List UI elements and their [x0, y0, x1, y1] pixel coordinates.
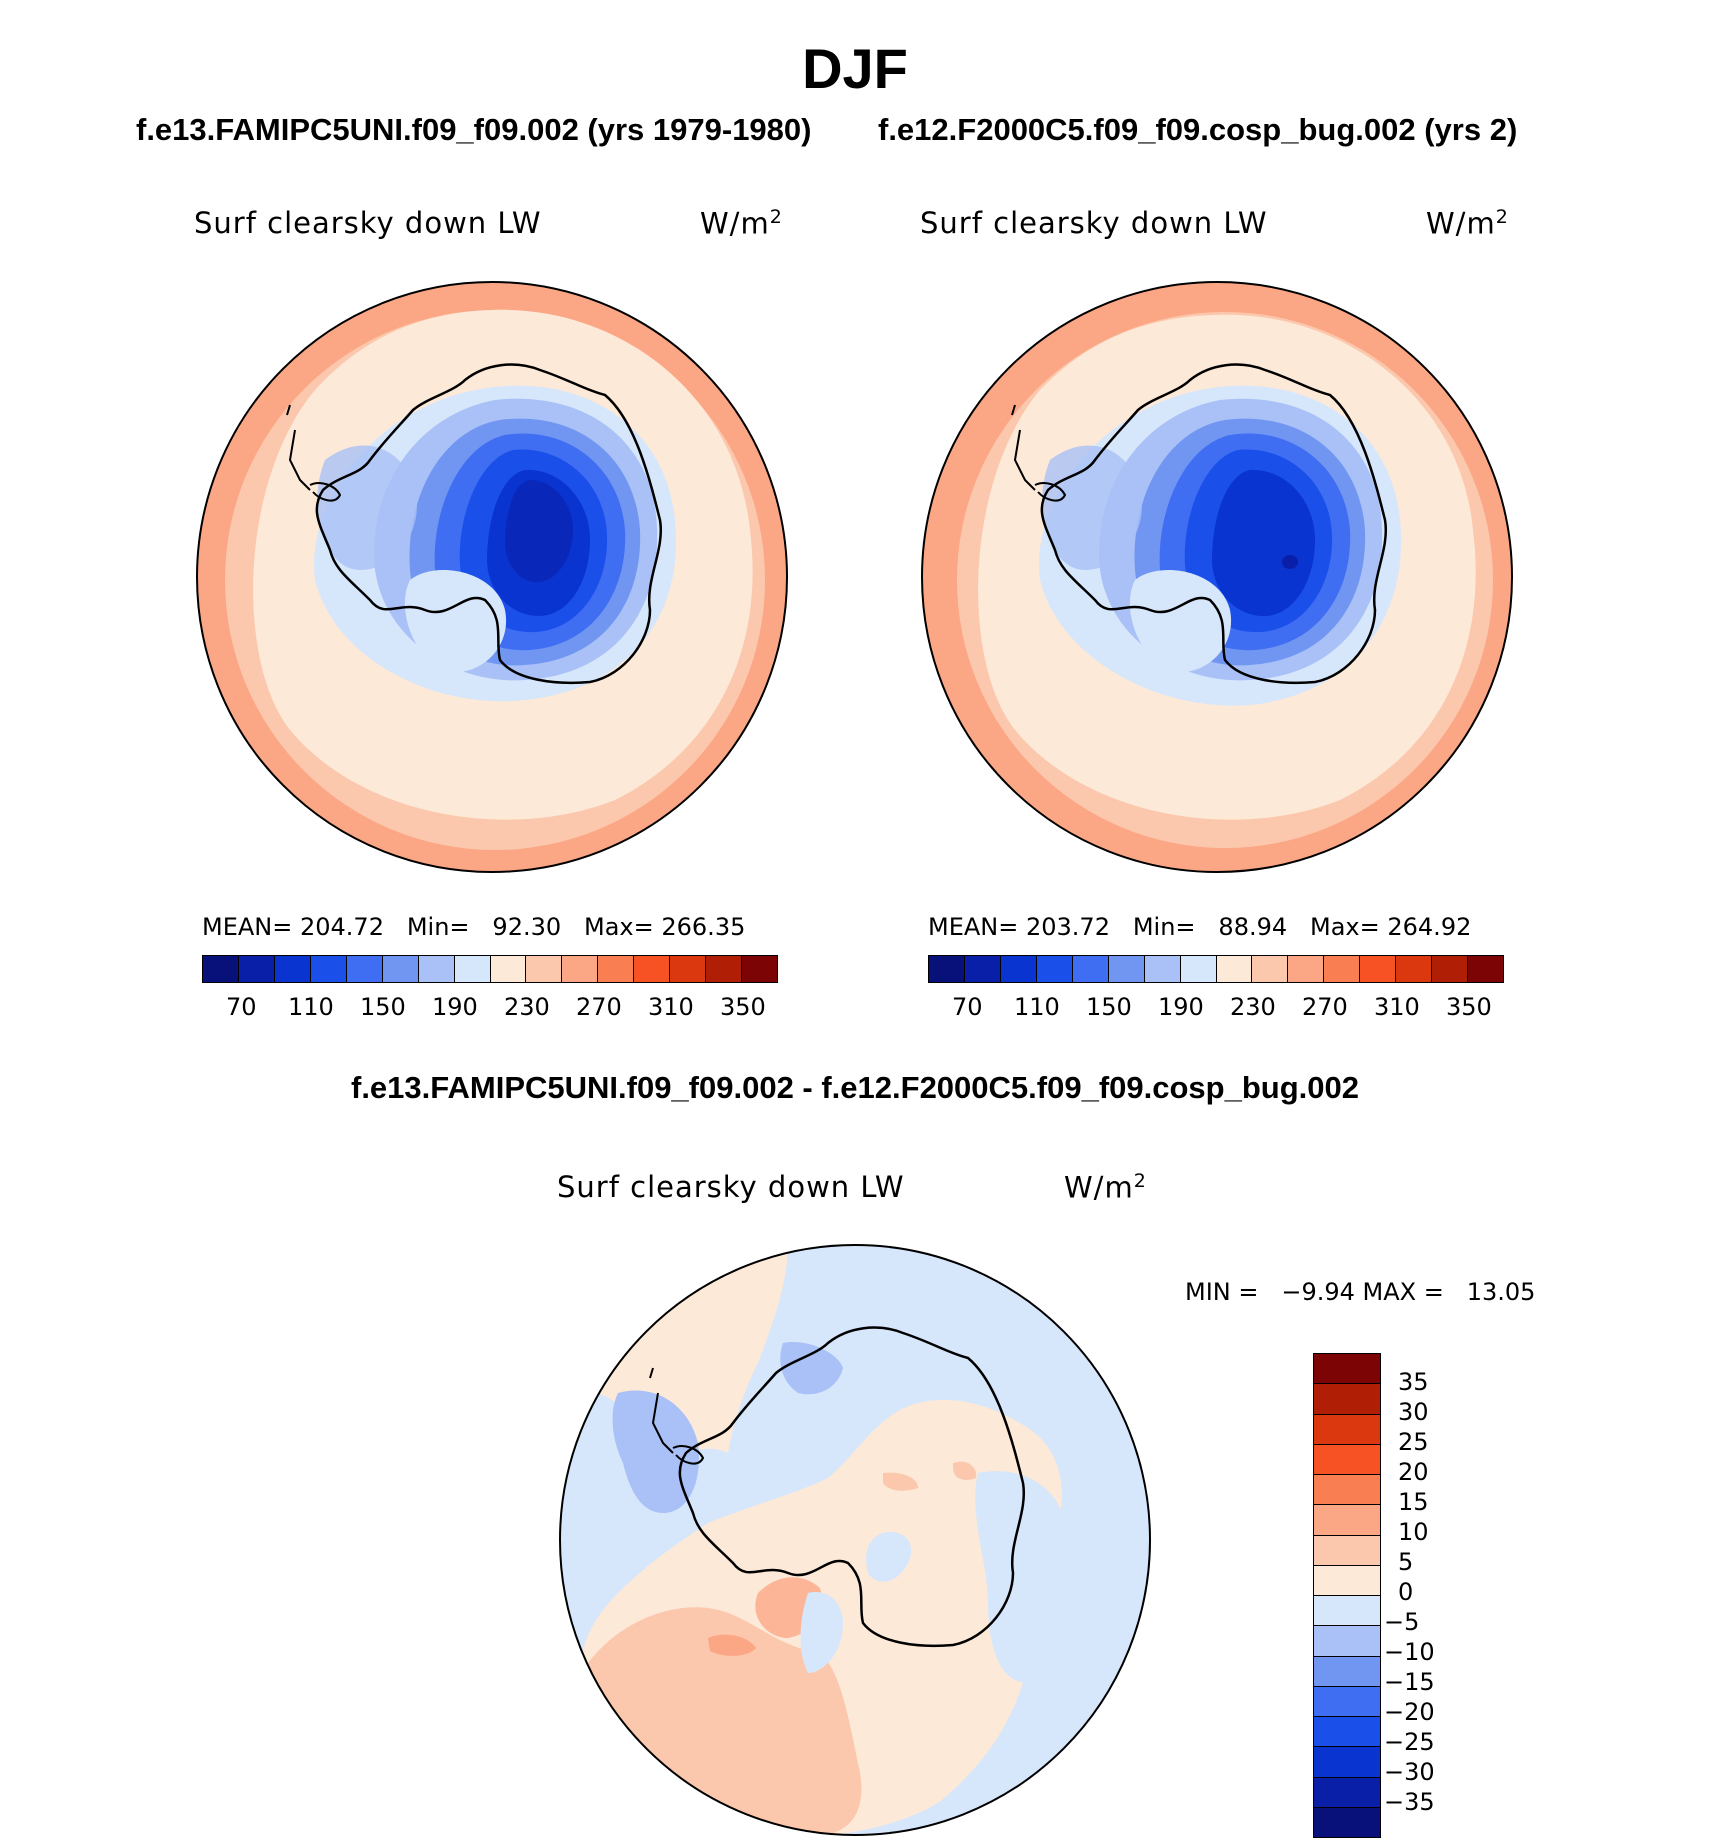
panel2-colorbar-box	[1288, 956, 1325, 982]
diff-tick-label: −15	[1384, 1668, 1435, 1696]
diff-colorbar-box	[1314, 1686, 1380, 1717]
panel2-colorbar-box	[1252, 956, 1289, 982]
panel1-colorbar-box	[670, 956, 707, 982]
diff-colorbar-box	[1314, 1626, 1380, 1657]
panel2-colorbar-box	[929, 956, 965, 982]
diff-tick-label: −20	[1384, 1698, 1435, 1726]
panel1-colorbar-box	[562, 956, 599, 982]
diff-tick-label: 0	[1398, 1578, 1414, 1606]
diff-tick-label: 5	[1398, 1548, 1414, 1576]
panel2-colorbar-box	[1468, 956, 1503, 982]
panel1-map	[196, 281, 788, 873]
panel1-variable-label: Surf clearsky down LW	[194, 206, 542, 240]
panel1-colorbar-box	[238, 956, 275, 982]
diff-colorbar-box	[1314, 1535, 1380, 1566]
panel2-tick-label: 230	[1230, 993, 1276, 1021]
panel1-colorbar-box	[382, 956, 419, 982]
panel1-tick-label: 230	[504, 993, 550, 1021]
panel2-tick-label: 350	[1446, 993, 1492, 1021]
panel1-colorbar-box	[418, 956, 455, 982]
panel2-colorbar-box	[1000, 956, 1037, 982]
panel2-stats: MEAN= 203.72 Min= 88.94 Max= 264.92	[928, 913, 1472, 941]
diff-tick-label: −35	[1384, 1788, 1435, 1816]
panel2-colorbar-box	[1432, 956, 1469, 982]
diff-colorbar-box	[1314, 1354, 1380, 1385]
panel2-variable-label: Surf clearsky down LW	[920, 206, 1268, 240]
panel2-units: W/m2	[1426, 206, 1509, 241]
diff-tick-label: −30	[1384, 1758, 1435, 1786]
panel1-tick-label: 70	[226, 993, 257, 1021]
panel2-tick-label: 70	[952, 993, 983, 1021]
diff-tick-label: −25	[1384, 1728, 1435, 1756]
panel2-colorbar-box	[1036, 956, 1073, 982]
diff-colorbar-box	[1314, 1565, 1380, 1596]
case2-title: f.e12.F2000C5.f09_f09.cosp_bug.002 (yrs …	[878, 112, 1518, 147]
diff-colorbar-box	[1314, 1505, 1380, 1536]
panel2-tick-label: 150	[1086, 993, 1132, 1021]
panel1-units: W/m2	[700, 206, 783, 241]
diff-tick-label: 20	[1398, 1458, 1429, 1486]
panel2-colorbar-box	[1072, 956, 1109, 982]
panel1-colorbar-box	[490, 956, 527, 982]
panel1-colorbar-box	[634, 956, 671, 982]
panel2-tick-label: 270	[1302, 993, 1348, 1021]
diff-colorbar-box	[1314, 1777, 1380, 1808]
panel2-colorbar-box	[1396, 956, 1433, 982]
panel1-tick-label: 270	[576, 993, 622, 1021]
panel2-colorbar-box	[1108, 956, 1145, 982]
diff-tick-label: 35	[1398, 1368, 1429, 1396]
panel2-map	[921, 281, 1513, 873]
panel1-stats: MEAN= 204.72 Min= 92.30 Max= 266.35	[202, 913, 746, 941]
panel1-colorbar-box	[454, 956, 491, 982]
diff-colorbar-box	[1314, 1717, 1380, 1748]
diff-colorbar-box	[1314, 1596, 1380, 1627]
diff-colorbar-box	[1314, 1384, 1380, 1415]
panel2-tick-label: 310	[1374, 993, 1420, 1021]
figure-title: DJF	[802, 37, 908, 100]
diff-colorbar-box	[1314, 1807, 1380, 1837]
panel2-colorbar-box	[1180, 956, 1217, 982]
panel2-colorbar-box	[1216, 956, 1253, 982]
diff-tick-label: 25	[1398, 1428, 1429, 1456]
panel1-tick-label: 190	[432, 993, 478, 1021]
difference-colorbar	[1313, 1353, 1381, 1838]
difference-minmax: MIN = −9.94 MAX = 13.05	[1185, 1278, 1536, 1306]
panel1-colorbar-box	[742, 956, 777, 982]
panel1-colorbar-box	[310, 956, 347, 982]
panel2-tick-label: 190	[1158, 993, 1204, 1021]
diff-tick-label: 15	[1398, 1488, 1429, 1516]
panel1-colorbar-box	[274, 956, 311, 982]
diff-colorbar-box	[1314, 1747, 1380, 1778]
panel2-colorbar-box	[1360, 956, 1397, 982]
panel1-colorbar-box	[346, 956, 383, 982]
panel1-colorbar-box	[598, 956, 635, 982]
diff-colorbar-box	[1314, 1656, 1380, 1687]
diff-tick-label: −10	[1384, 1638, 1435, 1666]
diff-colorbar-box	[1314, 1475, 1380, 1506]
panel2-colorbar-box	[1324, 956, 1361, 982]
panel3-variable-label: Surf clearsky down LW	[557, 1170, 905, 1204]
panel1-colorbar-box	[526, 956, 563, 982]
panel2-tick-label: 110	[1014, 993, 1060, 1021]
panel2-colorbar	[928, 955, 1504, 983]
panel1-colorbar-box	[706, 956, 743, 982]
panel1-tick-label: 350	[720, 993, 766, 1021]
panel1-colorbar-box	[203, 956, 239, 982]
panel1-colorbar	[202, 955, 778, 983]
difference-map	[559, 1244, 1151, 1836]
panel2-colorbar-box	[964, 956, 1001, 982]
diff-colorbar-box	[1314, 1414, 1380, 1445]
case1-title: f.e13.FAMIPC5UNI.f09_f09.002 (yrs 1979-1…	[136, 112, 812, 147]
panel1-tick-label: 110	[288, 993, 334, 1021]
panel1-tick-label: 150	[360, 993, 406, 1021]
diff-colorbar-box	[1314, 1444, 1380, 1475]
difference-title: f.e13.FAMIPC5UNI.f09_f09.002 - f.e12.F20…	[351, 1070, 1359, 1105]
diff-tick-label: 10	[1398, 1518, 1429, 1546]
diff-tick-label: −5	[1384, 1608, 1420, 1636]
panel3-units: W/m2	[1064, 1170, 1147, 1205]
panel1-tick-label: 310	[648, 993, 694, 1021]
diff-tick-label: 30	[1398, 1398, 1429, 1426]
panel2-colorbar-box	[1144, 956, 1181, 982]
